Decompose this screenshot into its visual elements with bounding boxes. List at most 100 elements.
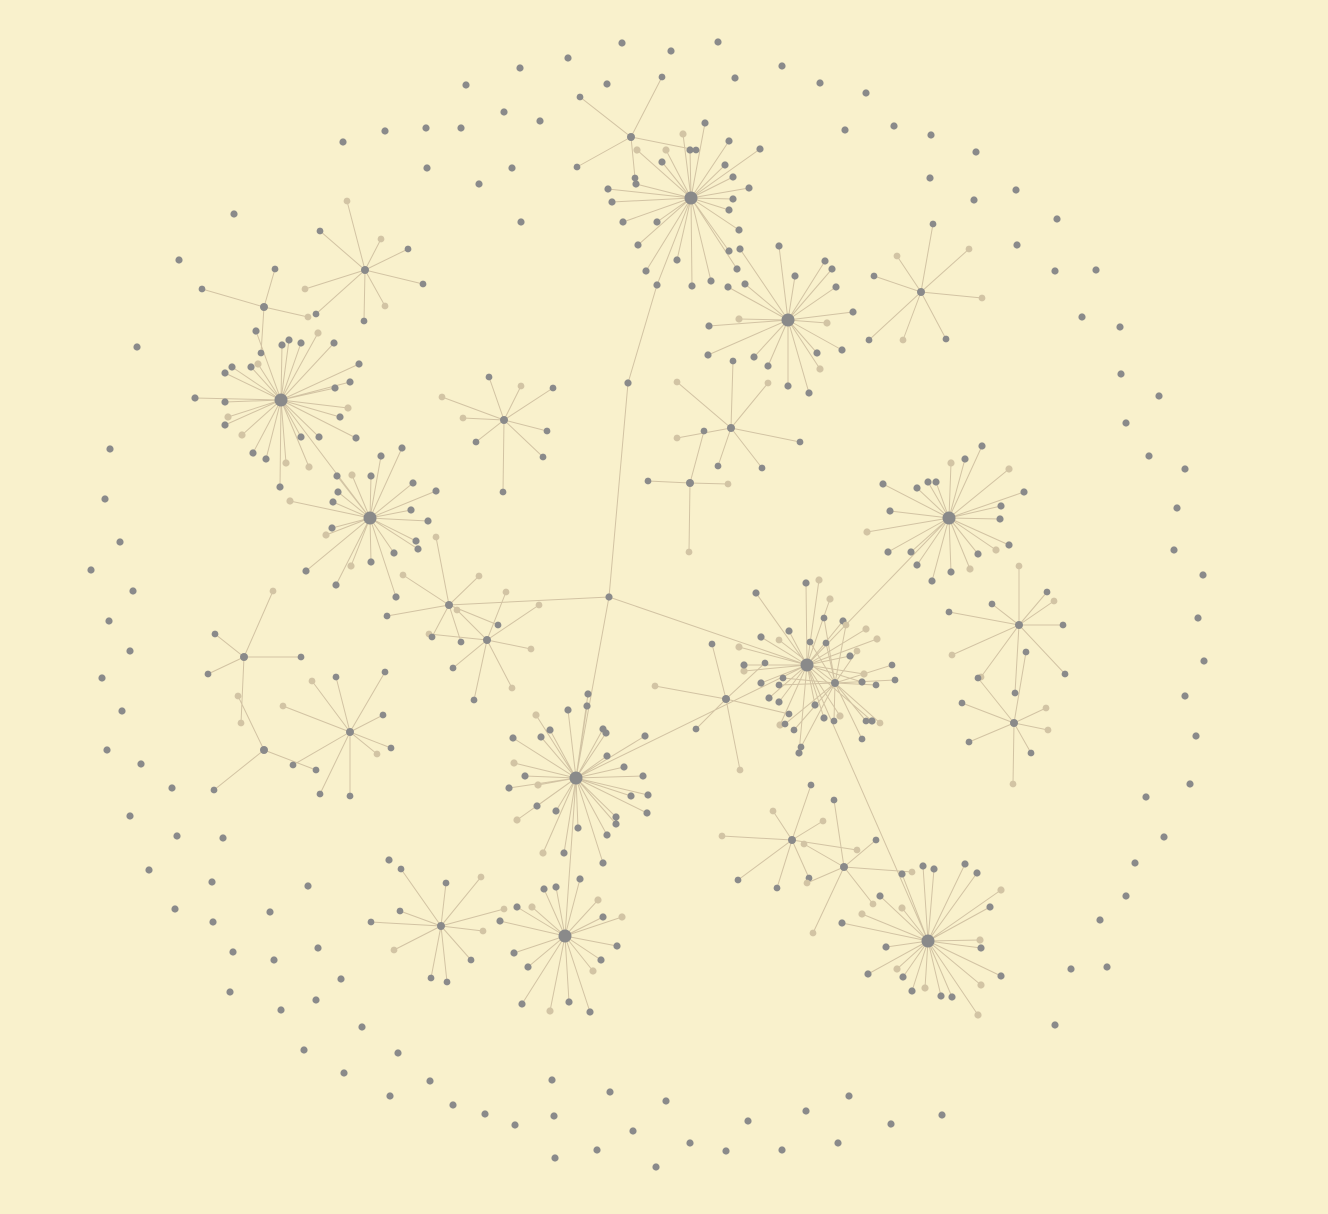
leaf-node — [336, 413, 344, 421]
leaf-node — [921, 984, 929, 992]
leaf-node — [893, 252, 901, 260]
leaf-node — [800, 840, 808, 848]
cluster-edge — [503, 385, 522, 421]
hub-edge — [369, 447, 403, 519]
node-layer — [87, 38, 1208, 1171]
isolated-node — [266, 908, 274, 916]
hub-edge — [910, 517, 950, 553]
leaf-node — [1042, 704, 1050, 712]
cluster-edge — [428, 633, 488, 641]
leaf-node — [872, 681, 880, 689]
isolated-node — [970, 196, 978, 204]
leaf-node — [908, 987, 916, 995]
leaf-node — [758, 464, 766, 472]
leaf-node — [414, 545, 422, 553]
leaf-node — [784, 382, 792, 390]
cluster-edge — [502, 419, 505, 493]
leaf-node — [252, 327, 260, 335]
leaf-node — [842, 621, 850, 629]
hub-node — [942, 511, 956, 525]
cluster-edge — [240, 656, 245, 724]
leaf-node — [764, 379, 772, 387]
hub-node — [781, 313, 795, 327]
hub-edge — [567, 709, 577, 779]
leaf-node — [639, 772, 647, 780]
leaf-node — [908, 868, 916, 876]
leaf-node — [913, 484, 921, 492]
hub-edge — [280, 363, 360, 401]
hub-edge — [948, 517, 971, 570]
leaf-node — [775, 242, 783, 250]
leaf-node — [821, 257, 829, 265]
isolated-node — [1145, 452, 1153, 460]
hub-edge — [916, 487, 950, 519]
hub-node — [274, 393, 288, 407]
cluster-edge — [243, 590, 274, 658]
hub-edge — [948, 517, 1001, 520]
leaf-node — [412, 537, 420, 545]
leaf-node — [221, 421, 229, 429]
leaf-node — [301, 285, 309, 293]
hub-edge — [787, 286, 837, 321]
isolated-node — [229, 948, 237, 956]
hub-edge — [806, 664, 863, 683]
hub-edge — [280, 344, 283, 401]
leaf-node — [432, 533, 440, 541]
isolated-node — [551, 1154, 559, 1162]
cluster-edge — [920, 291, 983, 299]
hub-edge — [645, 197, 692, 272]
leaf-node — [764, 362, 772, 370]
isolated-node — [171, 905, 179, 913]
cluster-center-node — [722, 695, 730, 703]
hub-edge — [575, 777, 617, 818]
hub-edge — [778, 664, 808, 703]
cluster-edge — [237, 695, 265, 751]
isolated-node — [938, 1111, 946, 1119]
hub-edge — [927, 889, 1002, 942]
leaf-node — [221, 398, 229, 406]
isolated-node — [1131, 859, 1139, 867]
leaf-node — [740, 667, 748, 675]
leaf-node — [407, 506, 415, 514]
leaf-node — [475, 572, 483, 580]
isolated-node — [457, 124, 465, 132]
cluster-center-node — [500, 416, 508, 424]
spine-edge — [608, 596, 808, 666]
leaf-node — [893, 965, 901, 973]
leaf-node — [1005, 465, 1013, 473]
isolated-node — [422, 124, 430, 132]
isolated-node — [475, 180, 483, 188]
hub-edge — [280, 342, 335, 401]
leaf-node — [234, 692, 242, 700]
cluster-edge — [772, 810, 793, 841]
leaf-node — [725, 206, 733, 214]
hub-edge — [227, 399, 282, 418]
isolated-node — [778, 1146, 786, 1154]
hub-edge — [882, 483, 950, 519]
cluster-edge — [948, 611, 1020, 626]
leaf-node — [750, 353, 758, 361]
leaf-node — [634, 241, 642, 249]
hub-edge — [512, 737, 577, 779]
leaf-node — [467, 956, 475, 964]
isolated-node — [511, 1121, 519, 1129]
cluster-edge — [260, 306, 265, 354]
leaf-node — [521, 772, 529, 780]
hub-edge — [257, 363, 282, 401]
cluster-edge — [430, 925, 442, 979]
leaf-node — [707, 277, 715, 285]
hub-edge — [369, 517, 395, 554]
leaf-node — [254, 360, 262, 368]
leaf-node — [597, 956, 605, 964]
cluster-edge — [688, 482, 691, 553]
isolated-node — [126, 812, 134, 820]
isolated-node — [667, 47, 675, 55]
hub-edge — [280, 399, 302, 438]
leaf-node — [518, 1000, 526, 1008]
hub-edge — [927, 481, 950, 519]
hub-edge — [911, 940, 929, 992]
leaf-node — [974, 1011, 982, 1019]
hub-edge — [224, 372, 282, 401]
hub-node — [800, 658, 814, 672]
cluster-edge — [441, 396, 505, 421]
